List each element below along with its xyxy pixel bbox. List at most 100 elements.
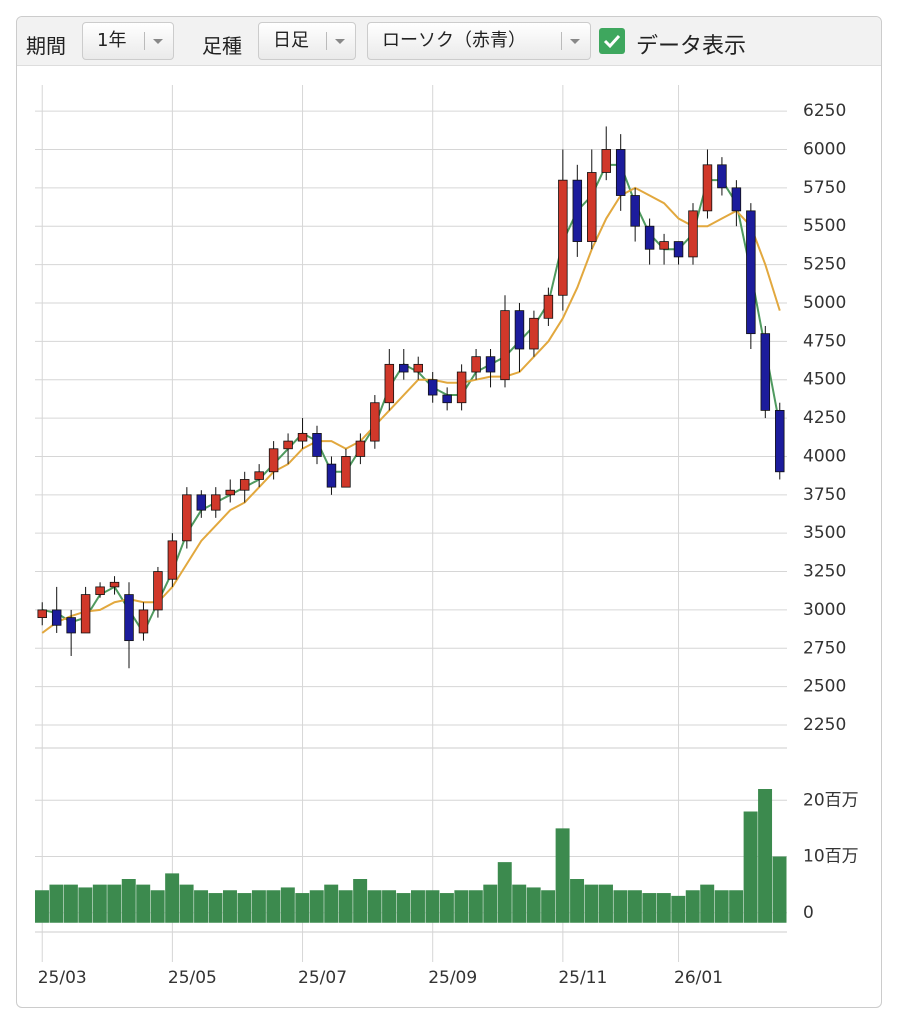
candle-body	[370, 402, 380, 442]
volume-bar	[468, 890, 483, 923]
volume-bar	[251, 890, 266, 923]
volume-bar	[599, 884, 613, 923]
volume-tick-label: 20百万	[803, 790, 859, 810]
volume-bar	[454, 890, 469, 923]
candle-body	[312, 433, 322, 457]
candle-body	[456, 371, 467, 404]
volume-bar	[194, 890, 209, 923]
ma-line	[42, 163, 781, 636]
volume-bar	[295, 893, 310, 923]
ma-line	[41, 186, 781, 634]
volume-bar	[121, 879, 136, 923]
volume-bar	[107, 884, 122, 923]
x-tick-label: 25/05	[168, 968, 217, 988]
candle-body	[167, 540, 178, 580]
volume-bar	[411, 890, 425, 923]
candle-body	[66, 617, 76, 634]
y-tick-label: 3250	[803, 562, 846, 582]
volume-bar	[136, 884, 151, 923]
y-tick-label: 5250	[803, 255, 846, 275]
data-checkbox[interactable]	[599, 28, 625, 54]
candle-body	[746, 210, 756, 335]
candle-body	[731, 187, 742, 212]
volume-bar	[584, 884, 599, 923]
volume-bar	[627, 890, 642, 923]
volume-bar	[729, 890, 744, 923]
candle-body	[485, 356, 496, 373]
candle-body	[80, 594, 91, 634]
candle-body	[254, 471, 264, 480]
candle-body	[543, 294, 554, 319]
candle-body	[182, 494, 192, 542]
candle-body	[572, 179, 583, 242]
candle-body	[644, 225, 655, 250]
volume-bar	[324, 884, 339, 923]
candle-body	[283, 440, 293, 450]
volume-bar	[743, 811, 758, 923]
candle-body	[630, 195, 640, 227]
volume-bar	[714, 890, 729, 923]
y-tick-label: 2500	[803, 677, 846, 697]
volume-bar	[208, 893, 223, 923]
volume-bar	[309, 890, 324, 923]
period-label: 期間	[26, 34, 66, 58]
volume-bar	[772, 856, 787, 923]
y-tick-label: 6000	[803, 139, 846, 159]
volume-bar	[353, 879, 368, 923]
volume-tick-label: 0	[803, 903, 814, 923]
candle-body	[775, 409, 785, 473]
y-tick-label: 5750	[803, 178, 846, 198]
candle-body	[673, 241, 684, 258]
x-tick-label: 25/07	[298, 968, 347, 988]
data-toggle-label[interactable]: データ表示	[636, 34, 747, 59]
period-select[interactable]: 1年	[82, 22, 174, 60]
style-select[interactable]: ローソク（赤青）	[367, 22, 591, 60]
y-tick-label: 2750	[803, 638, 846, 658]
y-tick-label: 4250	[803, 408, 846, 428]
y-tick-label: 4000	[803, 446, 846, 466]
candle-body	[109, 581, 120, 588]
candle-body	[239, 479, 250, 491]
volume-bar	[656, 893, 671, 923]
volume-bar	[685, 890, 700, 923]
bar-select[interactable]: 日足	[258, 22, 356, 60]
candle-body	[688, 210, 698, 258]
y-tick-label: 3500	[803, 523, 846, 543]
candle-body	[558, 179, 568, 296]
candle-body	[615, 149, 626, 196]
x-tick-label: 25/11	[558, 968, 607, 988]
candle-body	[471, 356, 481, 373]
candle-body	[601, 149, 611, 173]
volume-bar	[338, 890, 353, 923]
candle-body	[138, 609, 149, 634]
y-tick-label: 4750	[803, 331, 846, 351]
candle-body	[659, 241, 669, 250]
candle-body	[196, 494, 207, 511]
volume-bar	[497, 862, 512, 923]
volume-bar	[63, 884, 78, 923]
y-tick-label: 5000	[803, 293, 846, 313]
candle-body	[702, 164, 713, 212]
y-tick-label: 4500	[803, 370, 846, 390]
volume-bar	[92, 884, 107, 923]
volume-bar	[266, 890, 281, 923]
volume-bar	[570, 879, 585, 923]
candle-body	[529, 317, 539, 350]
candle-body	[514, 310, 525, 350]
volume-bar	[382, 890, 397, 923]
volume-bar	[179, 884, 194, 923]
volume-bar	[280, 887, 295, 923]
candle-body	[341, 456, 351, 488]
volume-bar	[526, 887, 541, 923]
candle-body	[124, 594, 134, 642]
panel	[16, 16, 882, 1008]
volume-bar	[555, 828, 570, 923]
candle-body	[355, 440, 366, 457]
candle-body	[51, 609, 62, 626]
volume-bar	[425, 890, 440, 923]
x-tick-label: 25/09	[428, 968, 477, 988]
volume-bar	[237, 893, 252, 923]
volume-bar	[439, 893, 454, 923]
volume-bar	[49, 884, 64, 923]
